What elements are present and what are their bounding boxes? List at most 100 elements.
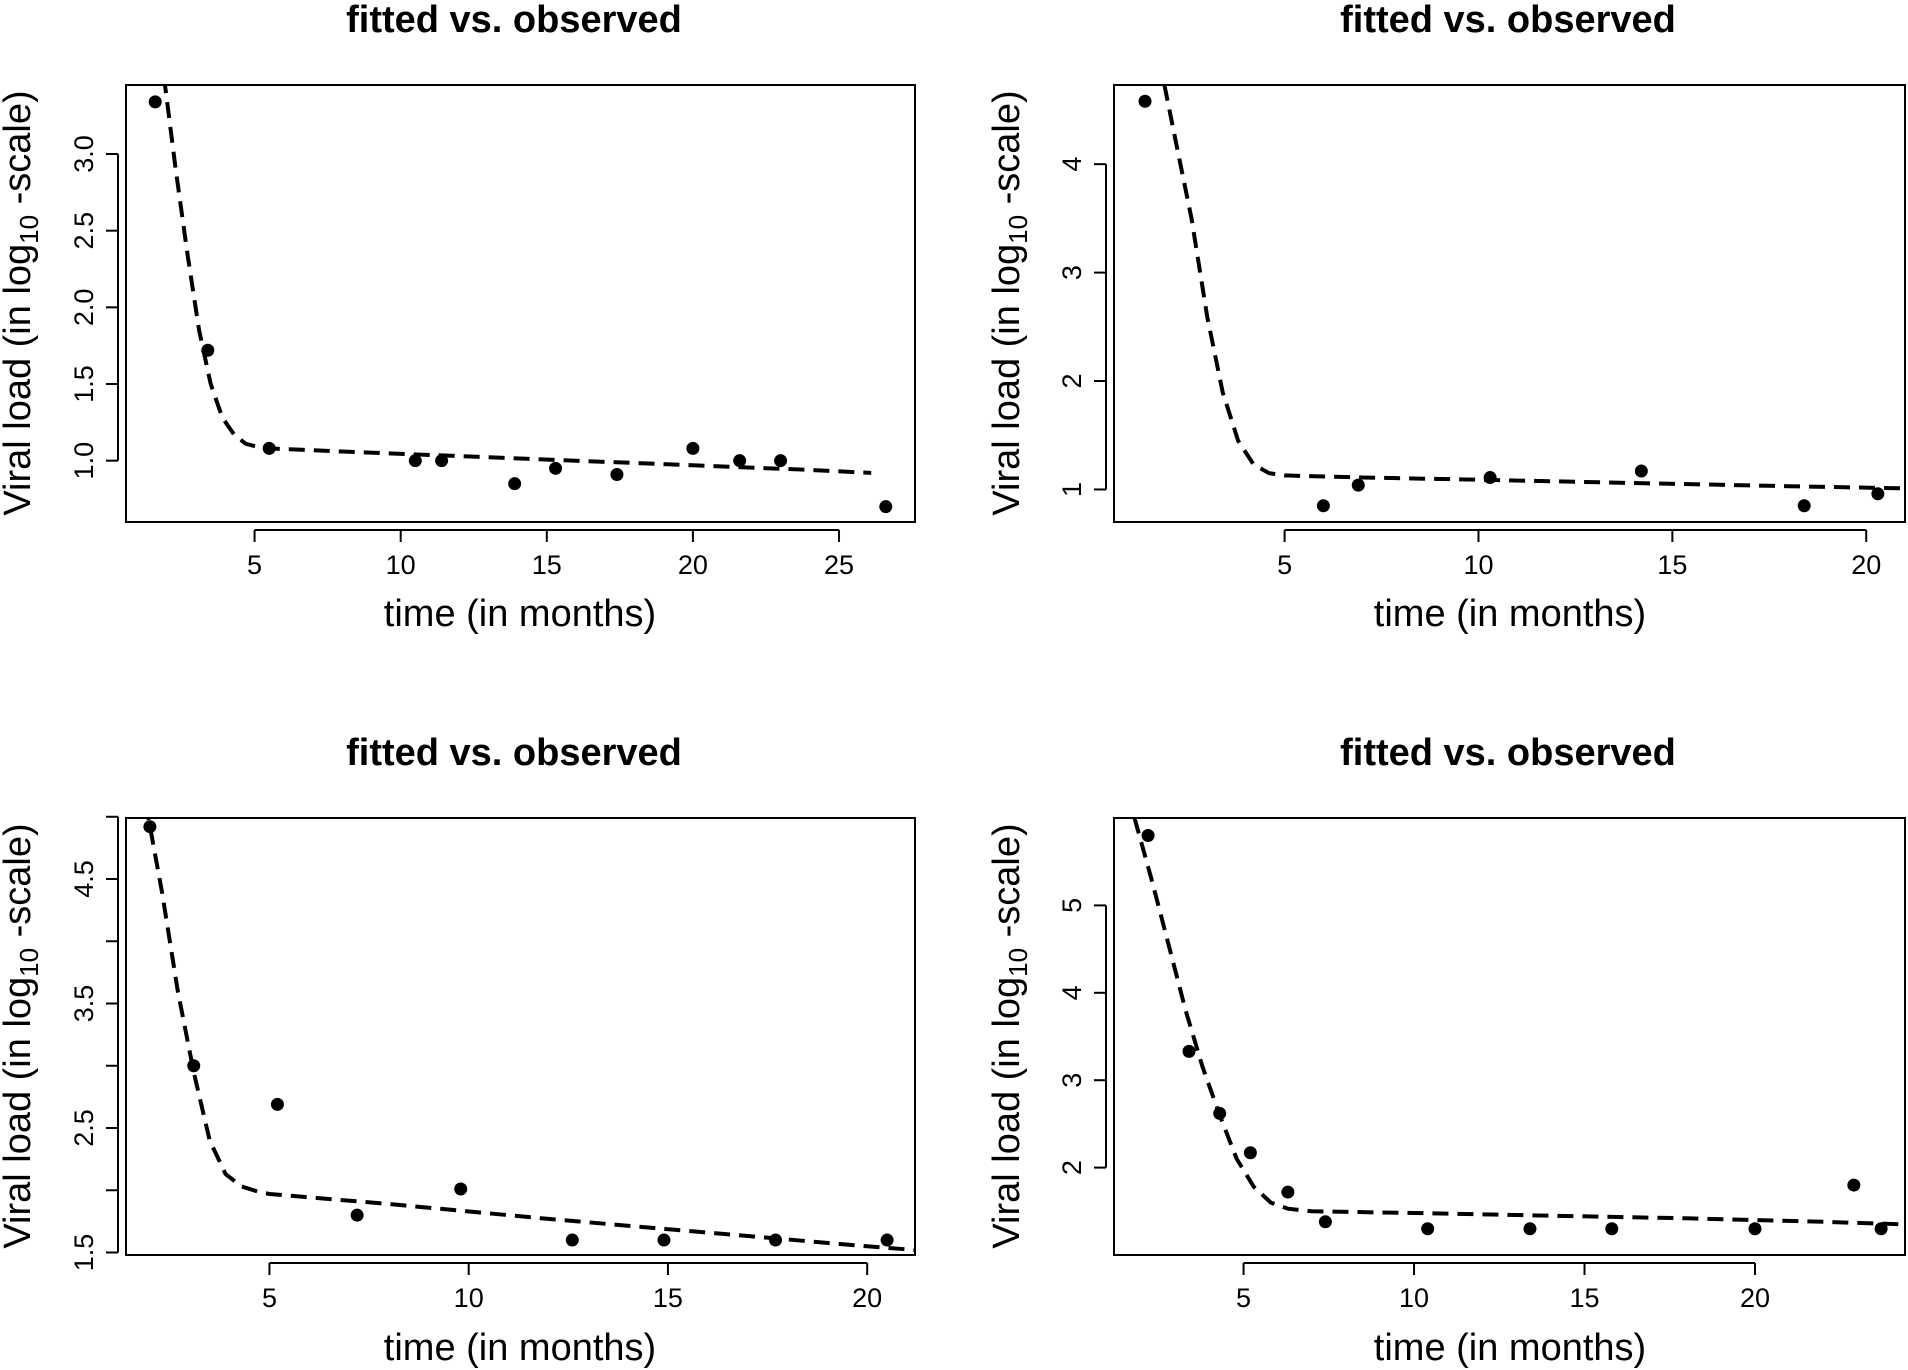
fitted-curve — [1132, 818, 1905, 1227]
x-tick-label: 10 — [1399, 1283, 1429, 1313]
fitted-curve — [162, 85, 872, 475]
x-tick-label: 15 — [653, 1283, 683, 1313]
plot-frame — [125, 817, 916, 1256]
x-axis: 5 10 15 20 — [262, 1262, 882, 1313]
x-axis-label: time (in months) — [384, 1327, 656, 1369]
observed-point — [774, 454, 788, 468]
y-axis-label-pre: Viral load (in log — [0, 244, 39, 516]
plot-frame — [1113, 84, 1906, 523]
y-axis-label-subscript: 10 — [14, 948, 44, 977]
observed-point — [454, 1182, 468, 1196]
y-axis-label-subscript: 10 — [14, 215, 44, 244]
x-tick-label: 20 — [1851, 550, 1881, 580]
observed-point — [1523, 1222, 1537, 1236]
panel-bottom-right: fitted vs. observed 5 10 15 20 2 3 4 5 time (i… — [986, 732, 1906, 1369]
x-tick-label: 20 — [1740, 1283, 1770, 1313]
observed-point — [1421, 1222, 1435, 1236]
observed-point — [733, 454, 747, 468]
x-tick-label: 10 — [454, 1283, 484, 1313]
x-axis-label: time (in months) — [384, 593, 656, 635]
observed-point — [187, 1059, 201, 1073]
x-axis: 5 10 15 20 — [1236, 1262, 1770, 1313]
y-tick-label: 1.0 — [69, 442, 99, 480]
observed-point — [1213, 1106, 1227, 1120]
observed-point — [1483, 471, 1497, 485]
y-tick-label: 1.5 — [69, 365, 99, 403]
observed-point — [508, 477, 522, 491]
panel-bottom-left: fitted vs. observed 5 10 15 20 1.5 2.5 3.5 4.5… — [0, 732, 916, 1369]
y-axis: 2 3 4 5 — [1057, 898, 1107, 1175]
observed-point — [1141, 828, 1155, 842]
observed-point — [1318, 1215, 1332, 1229]
x-tick-label: 15 — [1569, 1283, 1599, 1313]
y-tick-label: 3 — [1057, 1073, 1087, 1088]
y-tick-label: 3 — [1057, 265, 1087, 280]
y-tick-label: 2 — [1057, 1160, 1087, 1175]
x-tick-label: 5 — [262, 1283, 277, 1313]
x-tick-label: 5 — [1236, 1283, 1251, 1313]
x-tick-label: 25 — [824, 550, 854, 580]
observed-point — [350, 1208, 364, 1222]
observed-point — [1281, 1185, 1295, 1199]
y-tick-label: 4 — [1057, 157, 1087, 172]
observed-point — [270, 1097, 284, 1111]
observed-point — [879, 500, 893, 514]
x-tick-label: 10 — [386, 550, 416, 580]
y-axis-label-post: -scale) — [986, 90, 1028, 215]
observed-point — [435, 454, 449, 468]
panel-title: fitted vs. observed — [346, 0, 682, 41]
y-tick-label: 5 — [1057, 898, 1087, 913]
y-axis-label: Viral load (in log10 -scale) — [986, 823, 1033, 1248]
x-axis: 5 10 15 20 — [1277, 529, 1881, 580]
y-axis: 1.0 1.5 2.0 2.5 3.0 — [69, 135, 119, 480]
observed-point — [143, 820, 157, 834]
y-axis-label-subscript: 10 — [1003, 948, 1033, 977]
y-axis-label-subscript: 10 — [1003, 215, 1033, 244]
observed-point — [1871, 487, 1885, 501]
panel-title: fitted vs. observed — [1340, 0, 1676, 41]
observed-point — [686, 441, 700, 455]
y-axis: 1 2 3 4 — [1057, 157, 1107, 497]
y-axis-label-pre: Viral load (in log — [986, 244, 1028, 516]
y-tick-label: 3.0 — [69, 135, 99, 173]
observed-point — [1874, 1222, 1888, 1236]
observed-point — [1748, 1222, 1762, 1236]
panel-title: fitted vs. observed — [1340, 732, 1676, 774]
y-axis-label-post: -scale) — [0, 823, 39, 948]
observed-point — [880, 1233, 894, 1247]
plot-frame — [1113, 817, 1906, 1256]
observed-point — [1316, 499, 1330, 513]
y-axis-label-pre: Viral load (in log — [0, 977, 39, 1249]
observed-point — [1243, 1146, 1257, 1160]
plot-area — [1138, 85, 1905, 513]
x-axis-label: time (in months) — [1374, 1327, 1646, 1369]
x-axis-label: time (in months) — [1374, 593, 1646, 635]
y-tick-label: 2.0 — [69, 289, 99, 327]
y-axis-label-pre: Viral load (in log — [986, 977, 1028, 1249]
plot-area — [143, 818, 915, 1252]
fitted-curve — [146, 818, 915, 1252]
observed-point — [657, 1233, 671, 1247]
plot-frame — [125, 84, 916, 523]
x-tick-label: 10 — [1463, 550, 1493, 580]
y-tick-label: 2.5 — [69, 212, 99, 250]
x-tick-label: 5 — [1277, 550, 1292, 580]
fitted-curve — [1162, 85, 1905, 491]
x-tick-label: 15 — [1657, 550, 1687, 580]
observed-point — [1847, 1178, 1861, 1192]
y-tick-label: 3.5 — [69, 985, 99, 1023]
observed-point — [201, 343, 215, 357]
observed-point — [610, 467, 624, 481]
y-axis-label: Viral load (in log10 -scale) — [986, 90, 1033, 515]
y-tick-label: 4 — [1057, 985, 1087, 1000]
observed-point — [1634, 464, 1648, 478]
y-axis-label: Viral load (in log10 -scale) — [0, 823, 44, 1248]
observed-point — [408, 454, 422, 468]
x-tick-label: 20 — [852, 1283, 882, 1313]
x-tick-label: 5 — [247, 550, 262, 580]
observed-point — [262, 441, 276, 455]
observed-point — [1351, 478, 1365, 492]
x-tick-label: 15 — [532, 550, 562, 580]
panel-title: fitted vs. observed — [346, 732, 682, 774]
